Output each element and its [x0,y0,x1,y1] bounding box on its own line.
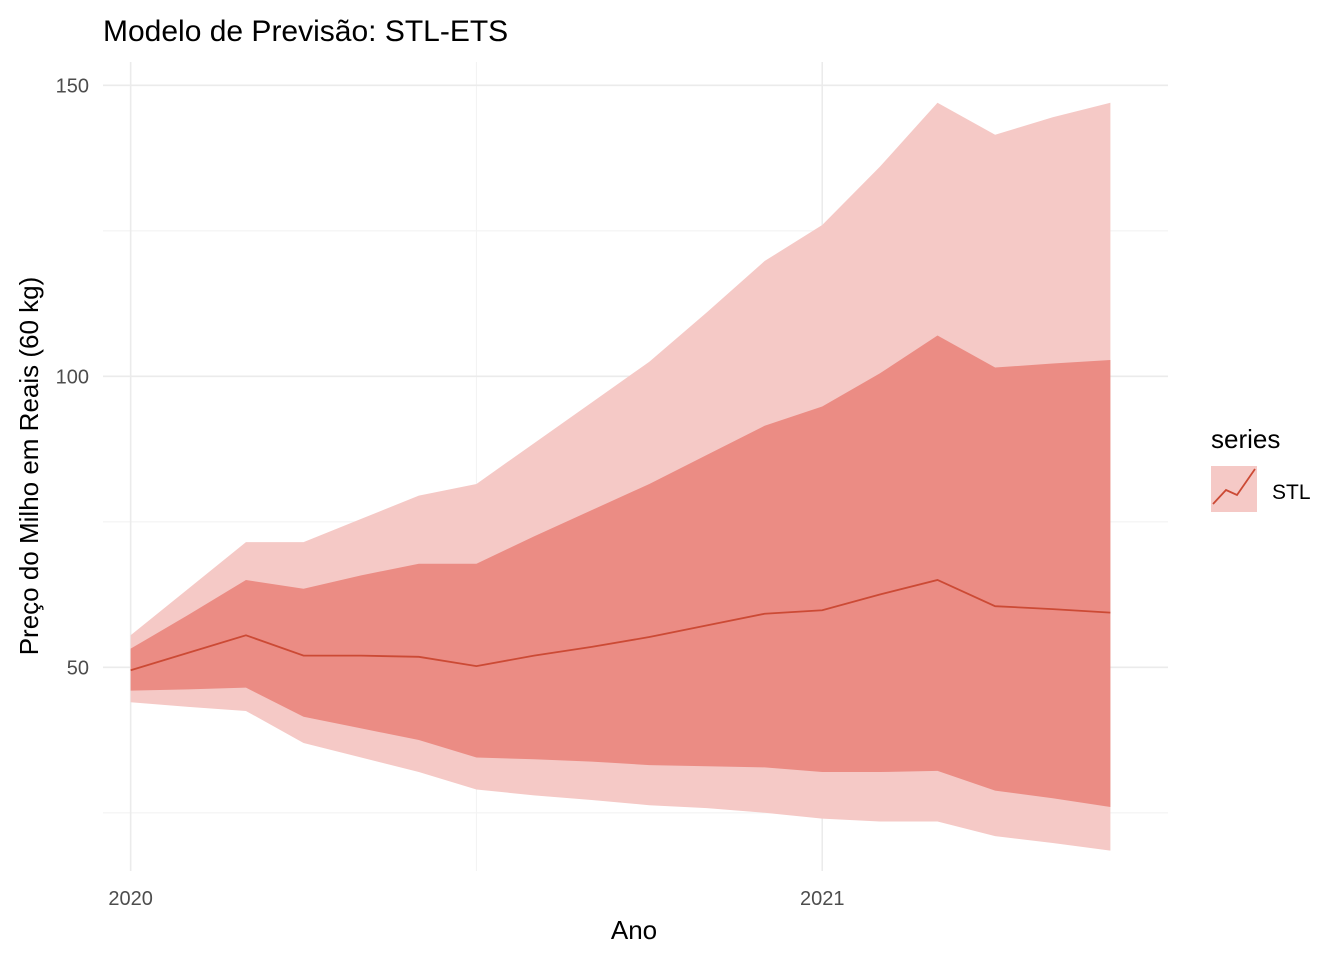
x-tick-label: 2021 [800,888,845,910]
series-line-stl [130,579,1111,672]
y-tick-labels: 50 100 150 [56,75,89,679]
x-tick-label: 2020 [108,888,153,910]
y-tick-label: 50 [67,657,89,679]
legend-key-line [1212,468,1256,505]
chart-title: Modelo de Previsão: STL-ETS [103,15,508,48]
x-axis-title: Ano [611,915,657,945]
band-80-layer [130,335,1111,807]
series-line-layer [130,579,1111,672]
y-tick-label: 150 [56,75,89,97]
legend-title: series [1211,424,1280,454]
legend-entry-stl: STL [1272,481,1311,504]
y-tick-label: 100 [56,366,89,388]
legend: series STL [1211,424,1311,512]
y-axis-title: Preço do Milho em Reais (60 kg) [14,277,44,656]
prediction-interval-80-band [130,335,1111,807]
legend-key-swatch [1211,466,1257,512]
x-tick-labels: 2020 2021 [108,888,844,910]
